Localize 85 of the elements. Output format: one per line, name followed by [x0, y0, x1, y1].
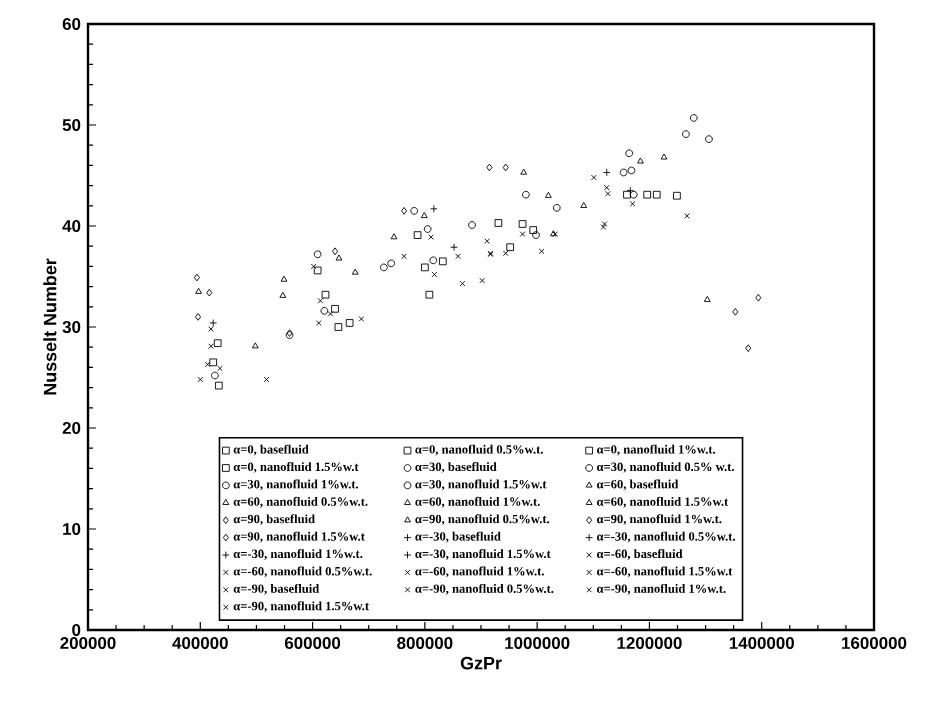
point [652, 190, 661, 199]
point [335, 254, 343, 261]
point [684, 213, 690, 219]
y-tick-label: 30 [62, 321, 81, 334]
point [213, 339, 222, 347]
point [522, 190, 530, 199]
point [387, 259, 396, 268]
point [643, 190, 652, 199]
point [358, 316, 365, 322]
y-tick-label: 10 [63, 523, 81, 535]
point [673, 191, 681, 200]
point [455, 253, 461, 260]
point [603, 184, 610, 191]
point [214, 381, 223, 390]
point [334, 323, 343, 331]
point [310, 263, 317, 270]
point [601, 221, 608, 227]
point [600, 224, 607, 230]
point [401, 253, 407, 260]
x-tick-label: 800000 [397, 637, 453, 650]
point [605, 190, 611, 197]
x-tick-label: 1200000 [617, 637, 682, 650]
point [317, 297, 324, 304]
point [529, 226, 538, 234]
point [217, 365, 223, 372]
x-axis-title: GzPr [460, 656, 502, 670]
point [629, 190, 638, 199]
point [552, 203, 561, 212]
point [629, 200, 636, 207]
point [315, 320, 322, 326]
x-tick-label: 600000 [284, 637, 341, 650]
point [459, 280, 466, 287]
x-tick-label: 1600000 [842, 637, 907, 650]
point [209, 358, 218, 367]
point [380, 263, 388, 272]
point [420, 212, 428, 219]
point [197, 376, 204, 383]
y-axis-title: Nusselt Number [43, 258, 57, 395]
point [494, 219, 503, 227]
point [313, 266, 322, 275]
point [506, 243, 515, 252]
point [313, 250, 322, 259]
y-tick-label: 0 [72, 624, 81, 636]
point [211, 371, 219, 380]
point [518, 220, 527, 228]
point [468, 221, 476, 229]
x-tick-label: 1000000 [505, 637, 570, 650]
point [425, 290, 434, 299]
point [682, 130, 690, 138]
point [623, 190, 631, 199]
y-tick-label: 40 [62, 220, 81, 232]
point [532, 231, 540, 239]
point [519, 231, 526, 237]
point [502, 250, 509, 257]
point [705, 135, 713, 143]
point [619, 168, 628, 177]
point [484, 238, 491, 244]
y-tick-label: 50 [62, 119, 81, 131]
point [208, 343, 214, 350]
x-tick-label: 400000 [172, 637, 228, 650]
point [195, 313, 202, 321]
point [479, 277, 485, 284]
point [421, 263, 429, 272]
y-tick-label: 60 [62, 18, 81, 30]
point [627, 166, 636, 175]
point [345, 319, 354, 327]
point [204, 361, 211, 368]
point [625, 149, 634, 158]
x-tick-label: 200000 [60, 637, 116, 650]
point [538, 248, 545, 255]
point [591, 174, 597, 181]
point [390, 233, 398, 240]
point [438, 257, 447, 266]
point [327, 311, 334, 317]
point [410, 207, 419, 215]
point [413, 231, 422, 239]
point [431, 271, 438, 278]
point [428, 234, 434, 240]
x-tick-label: 1400000 [729, 637, 794, 650]
point [689, 114, 698, 122]
point [429, 256, 438, 265]
point [251, 342, 259, 349]
point [423, 225, 432, 233]
y-tick-label: 20 [62, 422, 81, 434]
point [321, 290, 330, 299]
